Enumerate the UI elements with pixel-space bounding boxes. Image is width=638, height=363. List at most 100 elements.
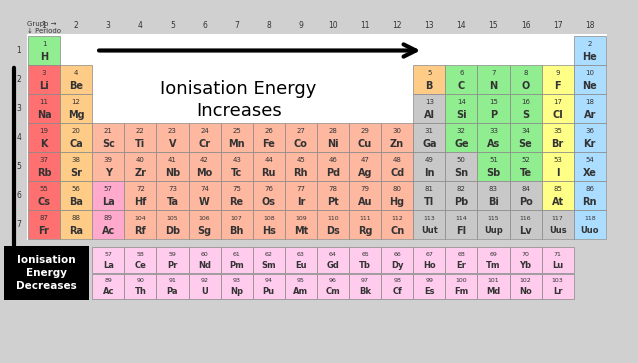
- Text: Nb: Nb: [165, 168, 180, 178]
- Text: Ionisation Energy
Increases: Ionisation Energy Increases: [161, 80, 317, 120]
- Text: Mt: Mt: [293, 226, 308, 236]
- Bar: [253, 181, 285, 210]
- Text: Am: Am: [293, 287, 308, 297]
- Text: 113: 113: [424, 216, 435, 221]
- Text: Na: Na: [37, 110, 52, 120]
- Text: Sm: Sm: [262, 261, 276, 270]
- Text: 107: 107: [231, 216, 242, 221]
- Text: 100: 100: [456, 278, 467, 283]
- Bar: [510, 181, 542, 210]
- Bar: [317, 247, 349, 273]
- Text: 95: 95: [297, 278, 305, 283]
- Text: Th: Th: [135, 287, 146, 297]
- Text: 42: 42: [200, 157, 209, 163]
- Text: 12: 12: [392, 20, 402, 29]
- Text: Pa: Pa: [167, 287, 178, 297]
- Text: 67: 67: [426, 252, 433, 257]
- Text: 4: 4: [17, 133, 22, 142]
- Text: Sn: Sn: [454, 168, 468, 178]
- Bar: [445, 181, 477, 210]
- Text: 55: 55: [40, 186, 48, 192]
- Text: 1: 1: [42, 41, 47, 47]
- Bar: [477, 273, 510, 299]
- Bar: [413, 210, 445, 239]
- Text: 92: 92: [200, 278, 209, 283]
- Text: Uuo: Uuo: [581, 227, 599, 235]
- Text: Sb: Sb: [486, 168, 501, 178]
- Text: 31: 31: [425, 128, 434, 134]
- Bar: [574, 36, 606, 65]
- Bar: [349, 273, 381, 299]
- Text: 83: 83: [489, 186, 498, 192]
- Text: 98: 98: [393, 278, 401, 283]
- Bar: [93, 152, 124, 181]
- Bar: [60, 181, 93, 210]
- Bar: [574, 94, 606, 123]
- Text: 40: 40: [136, 157, 145, 163]
- Bar: [413, 181, 445, 210]
- Text: 30: 30: [392, 128, 402, 134]
- Bar: [60, 152, 93, 181]
- Bar: [28, 36, 60, 65]
- Bar: [542, 273, 574, 299]
- Bar: [510, 210, 542, 239]
- Text: Md: Md: [486, 287, 501, 297]
- Text: 11: 11: [360, 20, 370, 29]
- Text: 81: 81: [425, 186, 434, 192]
- Text: 15: 15: [489, 20, 498, 29]
- Text: 13: 13: [425, 99, 434, 105]
- Text: 6: 6: [17, 191, 22, 200]
- Text: Rg: Rg: [358, 226, 373, 236]
- Text: 15: 15: [489, 99, 498, 105]
- Text: 101: 101: [487, 278, 500, 283]
- Text: Hg: Hg: [390, 197, 404, 207]
- Text: 36: 36: [585, 128, 594, 134]
- Text: Mo: Mo: [197, 168, 212, 178]
- Text: La: La: [102, 197, 115, 207]
- Bar: [156, 181, 188, 210]
- Text: 52: 52: [521, 157, 530, 163]
- Text: Y: Y: [105, 168, 112, 178]
- Bar: [542, 210, 574, 239]
- Bar: [27, 34, 607, 240]
- Text: 39: 39: [104, 157, 113, 163]
- Text: 6: 6: [459, 70, 464, 76]
- Text: Pd: Pd: [326, 168, 340, 178]
- Bar: [93, 273, 124, 299]
- Bar: [221, 123, 253, 152]
- Bar: [317, 210, 349, 239]
- Bar: [477, 65, 510, 94]
- Text: Fl: Fl: [456, 226, 466, 236]
- Bar: [60, 123, 93, 152]
- Bar: [574, 65, 606, 94]
- Bar: [221, 247, 253, 273]
- Text: 116: 116: [520, 216, 531, 221]
- Text: Rf: Rf: [135, 226, 146, 236]
- Bar: [317, 123, 349, 152]
- Bar: [253, 210, 285, 239]
- Text: 87: 87: [40, 215, 48, 221]
- Text: Fr: Fr: [39, 226, 50, 236]
- Bar: [445, 210, 477, 239]
- Text: V: V: [168, 139, 176, 149]
- Bar: [510, 247, 542, 273]
- Text: 88: 88: [71, 215, 80, 221]
- Text: 54: 54: [586, 157, 594, 163]
- Bar: [445, 247, 477, 273]
- Text: Bk: Bk: [359, 287, 371, 297]
- Text: Cf: Cf: [392, 287, 402, 297]
- Text: Ne: Ne: [582, 81, 597, 91]
- Text: Ru: Ru: [262, 168, 276, 178]
- Text: 2: 2: [588, 41, 592, 47]
- Text: Lu: Lu: [552, 261, 563, 270]
- Text: 70: 70: [522, 252, 530, 257]
- Bar: [381, 152, 413, 181]
- Text: 9: 9: [556, 70, 560, 76]
- Text: Np: Np: [230, 287, 243, 297]
- Text: Be: Be: [69, 81, 83, 91]
- Text: Se: Se: [519, 139, 533, 149]
- Bar: [510, 123, 542, 152]
- Text: In: In: [424, 168, 434, 178]
- Text: 5: 5: [427, 70, 431, 76]
- Text: Ir: Ir: [297, 197, 305, 207]
